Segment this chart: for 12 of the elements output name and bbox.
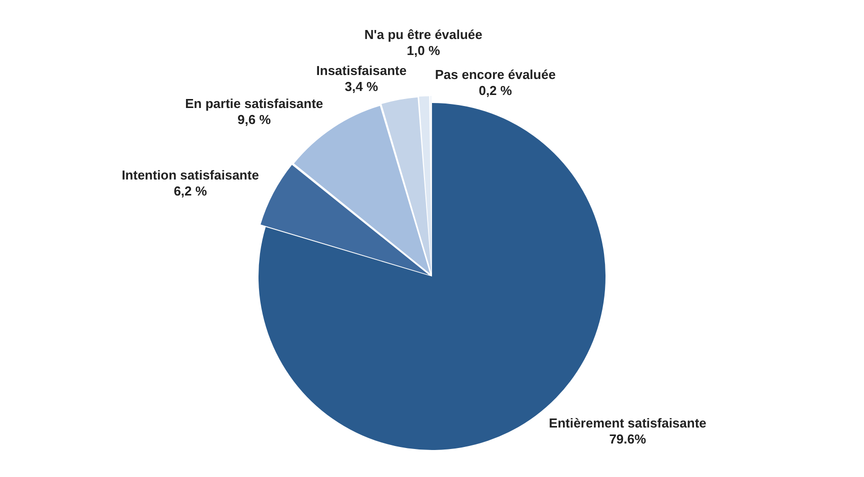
data-label: 3,4 % [344, 79, 378, 94]
data-label: 79.6% [609, 431, 647, 446]
slice-label: Entièrement satisfaisante [548, 415, 706, 430]
slice-label: N'a pu être évaluée [364, 27, 482, 42]
slice-label: Pas encore évaluée [434, 67, 556, 82]
slice-label: Insatisfaisante [316, 63, 407, 78]
slice-label: Intention satisfaisante [122, 168, 259, 183]
data-label: 0,2 % [478, 83, 512, 98]
data-label: 6,2 % [174, 184, 208, 199]
data-label: 9,6 % [238, 112, 272, 128]
data-label: 1,0 % [406, 43, 440, 58]
slice-label: En partie satisfaisante [185, 96, 324, 112]
